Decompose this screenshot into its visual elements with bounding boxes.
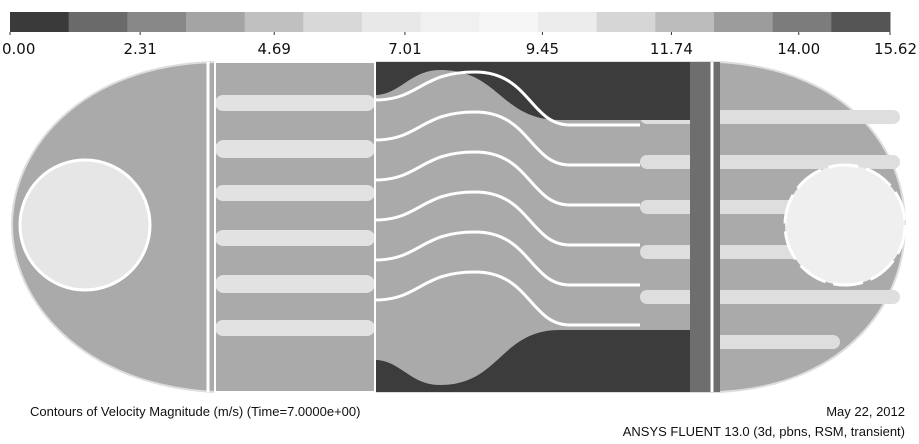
colorbar-tick-label: 0.00 — [2, 40, 35, 58]
colorbar-segment — [244, 12, 304, 32]
contour-field — [10, 61, 907, 393]
colorbar: 0.00 2.31 4.69 7.01 9.45 11.74 14.00 15.62 — [2, 12, 917, 58]
caption-software: ANSYS FLUENT 13.0 (3d, pbns, RSM, transi… — [623, 424, 905, 439]
colorbar-tick-label: 11.74 — [650, 40, 693, 58]
colorbar-segment — [10, 12, 70, 32]
caption-title: Contours of Velocity Magnitude (m/s) (Ti… — [30, 404, 360, 419]
colorbar-segment — [596, 12, 656, 32]
colorbar-segment — [479, 12, 539, 32]
dead-zone-bottom — [375, 330, 690, 392]
colorbar-segment — [303, 12, 363, 32]
left-box — [214, 61, 376, 393]
colorbar-segment — [714, 12, 774, 32]
colorbar-segment — [362, 12, 422, 32]
dead-zone-top — [375, 62, 690, 120]
colorbar-segment — [420, 12, 480, 32]
colorbar-tick-label: 15.62 — [874, 40, 917, 58]
tubes — [374, 70, 640, 327]
manifolds — [206, 62, 714, 392]
colorbar-tick-label: 2.31 — [123, 40, 156, 58]
colorbar-segment — [831, 12, 891, 32]
colorbar-segment — [538, 12, 598, 32]
jets-left — [215, 95, 375, 336]
colorbar-segment — [127, 12, 187, 32]
colorbar-tick-label: 7.01 — [388, 40, 421, 58]
colorbar-tick-label: 14.00 — [777, 40, 820, 58]
inlet — [18, 158, 152, 292]
outlet — [783, 163, 907, 287]
colorbar-segment — [68, 12, 128, 32]
colorbar-segment — [772, 12, 832, 32]
caption-strip — [0, 393, 919, 444]
colorbar-segment — [655, 12, 715, 32]
colorbar-tick-label: 9.45 — [526, 40, 559, 58]
right-gap — [690, 62, 720, 392]
caption-date: May 22, 2012 — [826, 404, 905, 419]
colorbar-tick-label: 4.69 — [258, 40, 291, 58]
colorbar-segment — [186, 12, 246, 32]
